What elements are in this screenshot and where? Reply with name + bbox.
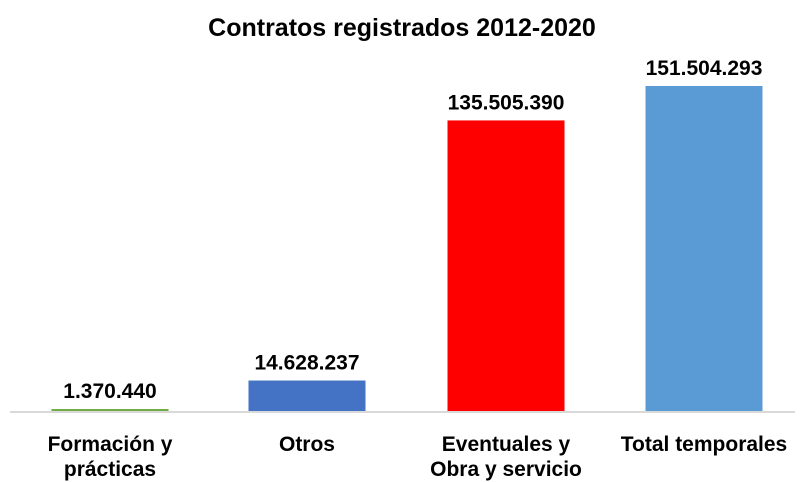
bar-4 (645, 86, 763, 412)
data-labels-group: 1.370.440 14.628.237 135.505.390 151.504.29… (63, 57, 762, 403)
category-label-3: Eventuales y Obra y servicio (430, 433, 582, 481)
category-label-line: Obra y servicio (430, 458, 582, 481)
category-label-line: Eventuales y (442, 433, 571, 456)
bar-2 (248, 380, 366, 412)
chart-title: Contratos registrados 2012-2020 (208, 14, 596, 42)
category-label-4: Total temporales (621, 433, 787, 456)
category-label-2: Otros (279, 433, 335, 456)
bar-1 (51, 409, 169, 412)
data-label-1: 1.370.440 (63, 380, 156, 403)
category-label-line: prácticas (64, 458, 156, 481)
category-label-line: Total temporales (621, 433, 787, 456)
category-label-1: Formación y prácticas (48, 433, 173, 481)
data-label-4: 151.504.293 (646, 57, 763, 80)
bars-group (51, 86, 763, 412)
category-label-line: Formación y (48, 433, 173, 456)
data-label-3: 135.505.390 (448, 91, 565, 114)
category-label-line: Otros (279, 433, 335, 456)
category-labels-group: Formación y prácticas Otros Eventuales y Obr… (48, 433, 788, 481)
bar-3 (447, 120, 565, 412)
data-label-2: 14.628.237 (254, 352, 359, 375)
